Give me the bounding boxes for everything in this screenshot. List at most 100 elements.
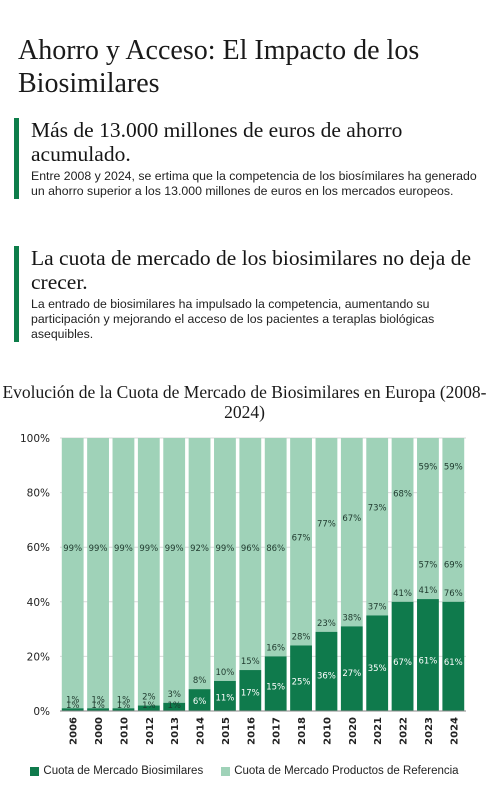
bar-reference — [340, 438, 363, 627]
bar-biosimilar — [112, 708, 135, 711]
data-label-biosimilar: 6% — [193, 697, 207, 707]
data-label-biosimilar: 1% — [167, 701, 181, 711]
data-label-biosimilar-top: 28% — [292, 632, 311, 642]
data-label-reference: 92% — [190, 544, 209, 554]
savings-heading: Más de 13.000 millones de euros de ahorr… — [31, 118, 403, 166]
bar-reference — [442, 438, 465, 602]
bar-reference — [264, 438, 287, 657]
bar-reference — [112, 438, 135, 709]
y-tick-label: 100% — [20, 433, 50, 445]
bar-biosimilar — [391, 601, 414, 711]
x-tick-label: 2010 — [322, 717, 333, 745]
data-label-biosimilar: 35% — [368, 664, 387, 674]
bar-biosimilar — [315, 631, 338, 711]
data-label-reference: 99% — [165, 544, 184, 554]
market-share-body: La entrado de biosimilares ha impulsado … — [31, 297, 435, 341]
data-label-biosimilar: 15% — [266, 682, 285, 692]
data-label-reference: 99% — [215, 544, 234, 554]
data-label-biosimilar-top: 16% — [266, 643, 285, 653]
data-label-biosimilar: 67% — [393, 658, 412, 668]
bar-biosimilar — [137, 705, 160, 711]
data-label-biosimilar-top: 2% — [142, 693, 156, 703]
savings-section: Más de 13.000 millones de euros de ahorr… — [14, 118, 489, 199]
data-label-reference-secondary: 69% — [444, 561, 463, 571]
x-tick-label: 2017 — [272, 717, 283, 745]
bar-reference — [214, 438, 236, 681]
data-label-biosimilar-top: 15% — [241, 657, 260, 667]
data-label-biosimilar: 61% — [444, 658, 463, 668]
bar-reference — [417, 438, 439, 600]
x-tick-label: 2023 — [424, 717, 435, 745]
legend-label-reference: Cuota de Mercado Productos de Referencia — [234, 765, 459, 777]
bar-biosimilar — [214, 680, 236, 711]
x-tick-label: 2006 — [69, 717, 80, 745]
bar-biosimilar — [61, 708, 84, 711]
bar-biosimilar — [290, 645, 312, 711]
data-label-reference: 99% — [63, 544, 82, 554]
bar-reference — [163, 438, 186, 703]
bar-biosimilar — [366, 615, 389, 711]
savings-body: Entre 2008 y 2024, se ertima que la comp… — [31, 169, 477, 198]
chart-title: Evolución de la Cuota de Mercado de Bios… — [2, 382, 487, 422]
x-tick-label: 2013 — [170, 717, 181, 745]
x-tick-label: 2015 — [221, 717, 232, 745]
data-label-reference: 59% — [418, 462, 437, 472]
bar-reference — [391, 438, 414, 602]
y-tick-label: 80% — [27, 488, 50, 500]
data-label-biosimilar: 1% — [91, 701, 105, 711]
bar-biosimilar — [340, 626, 363, 711]
x-tick-label: 2018 — [297, 717, 308, 745]
bar-biosimilar — [163, 702, 186, 711]
x-tick-label: 2021 — [373, 717, 384, 745]
market-share-chart: 100%80%60%40%20%0%99%1%1%200699%1%1%2000… — [20, 433, 466, 745]
data-label-biosimilar-top: 3% — [167, 690, 181, 700]
data-label-reference: 99% — [139, 544, 158, 554]
bar-biosimilar — [87, 708, 109, 711]
data-label-biosimilar-top: 8% — [193, 676, 207, 686]
data-label-biosimilar-top: 1% — [66, 695, 80, 705]
x-tick-label: 2000 — [94, 717, 105, 745]
data-label-reference: 99% — [114, 544, 133, 554]
data-label-biosimilar: 61% — [418, 657, 437, 667]
y-tick-label: 40% — [27, 597, 50, 609]
bar-reference — [315, 438, 338, 632]
bar-biosimilar — [239, 670, 262, 711]
bar-biosimilar — [264, 656, 287, 711]
bar-reference — [87, 438, 109, 709]
data-label-biosimilar: 25% — [292, 678, 311, 688]
data-label-biosimilar: 36% — [317, 671, 336, 681]
x-tick-label: 2010 — [119, 717, 130, 745]
data-label-biosimilar-top: 41% — [393, 589, 412, 599]
data-label-biosimilar: 11% — [215, 693, 234, 703]
data-label-biosimilar-top: 10% — [215, 668, 234, 678]
data-label-biosimilar-top: 38% — [342, 613, 361, 623]
data-label-reference: 96% — [241, 544, 260, 554]
bar-reference — [366, 438, 389, 616]
data-label-reference: 99% — [89, 544, 108, 554]
data-label-reference: 86% — [266, 544, 285, 554]
data-label-biosimilar-top: 41% — [418, 586, 437, 596]
data-label-reference: 67% — [292, 533, 311, 543]
bar-reference — [61, 438, 84, 709]
y-tick-label: 60% — [27, 542, 50, 554]
data-label-biosimilar: 1% — [66, 701, 80, 711]
data-label-biosimilar: 1% — [142, 701, 156, 711]
data-label-reference-secondary: 57% — [418, 561, 437, 571]
bar-biosimilar — [442, 601, 465, 711]
data-label-biosimilar-top: 76% — [444, 589, 463, 599]
y-tick-label: 20% — [27, 651, 50, 663]
x-tick-label: 2024 — [449, 717, 460, 745]
data-label-biosimilar-top: 37% — [368, 602, 387, 612]
data-label-reference: 68% — [393, 490, 412, 500]
market-share-heading: La cuota de mercado de los biosimilares … — [31, 246, 471, 294]
data-label-biosimilar-top: 1% — [91, 695, 105, 705]
bar-biosimilar — [188, 689, 211, 711]
page-title: Ahorro y Acceso: El Impacto de los Biosi… — [18, 35, 420, 99]
x-tick-label: 2012 — [145, 717, 156, 745]
x-tick-label: 2020 — [348, 717, 359, 745]
x-tick-label: 2016 — [246, 717, 257, 745]
data-label-reference: 77% — [317, 520, 336, 530]
x-tick-label: 2014 — [196, 717, 207, 745]
data-label-reference: 59% — [444, 462, 463, 472]
data-label-biosimilar-top: 23% — [317, 619, 336, 629]
